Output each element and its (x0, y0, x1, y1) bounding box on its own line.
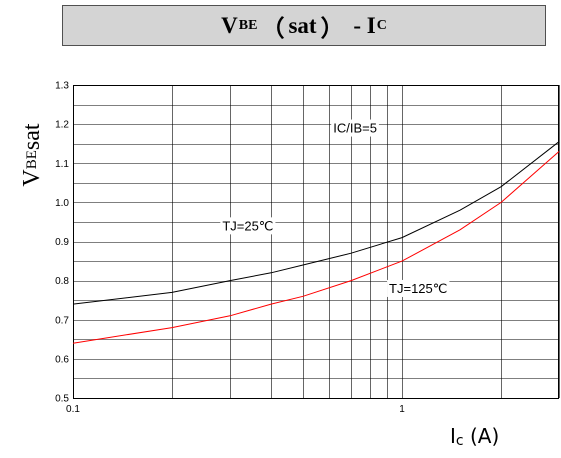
title-paren-close: ） (320, 15, 344, 41)
annotation-label: IC/IB=5 (333, 121, 377, 136)
annotation-label: TJ=25℃ (222, 218, 273, 233)
x-axis-title-unit: (A) (463, 424, 500, 448)
y-tick-label: 0.8 (55, 276, 69, 287)
y-tick-label: 0.9 (55, 237, 69, 248)
y-tick-label: 0.7 (55, 315, 69, 326)
annotation-background (331, 119, 379, 137)
title-v: V (221, 12, 238, 38)
title-dash: - (347, 12, 367, 38)
series-line-25c (72, 141, 560, 305)
x-axis-title: Ic (A) (450, 424, 499, 449)
y-tick-label: 1.0 (55, 198, 69, 209)
x-axis-title-main: I (450, 424, 456, 448)
title-v-sub: BE (238, 17, 258, 33)
annotation-label: TJ=125℃ (389, 281, 447, 296)
series-line-125c (72, 151, 560, 344)
title-i-sub: C (376, 17, 387, 33)
annotation-background (387, 279, 450, 297)
x-tick-label: 0.1 (66, 404, 80, 415)
y-tick-label: 0.5 (55, 394, 69, 405)
title-sat: sat (288, 12, 317, 38)
y-tick-label: 1.3 (55, 81, 69, 92)
title-i: I (366, 12, 376, 38)
y-tick-label: 0.6 (55, 354, 69, 365)
y-tick-label: 1.2 (55, 120, 69, 131)
x-tick-label: 1 (399, 404, 405, 415)
title-paren-open: （ (261, 15, 285, 41)
annotation-background (220, 217, 276, 235)
x-axis-title-sub: c (455, 433, 464, 449)
plot-frame (73, 85, 559, 399)
y-tick-label: 1.1 (55, 159, 69, 170)
